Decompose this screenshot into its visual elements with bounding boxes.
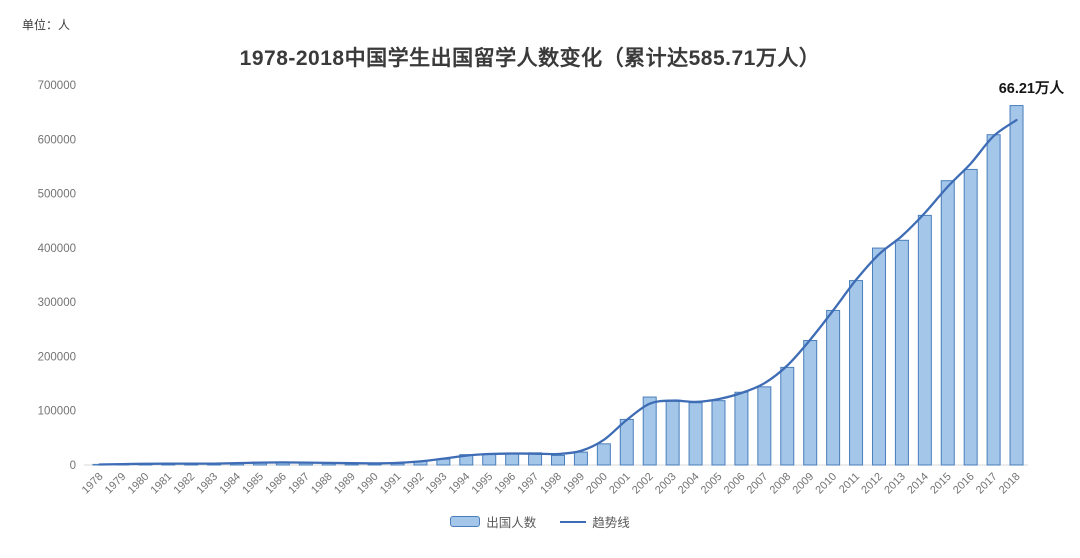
bar-2009 [803, 340, 818, 466]
x-tick-label: 1980 [126, 471, 152, 497]
x-tick-label: 2000 [584, 471, 610, 497]
bar-2014 [917, 214, 932, 466]
x-tick-label: 2013 [882, 471, 908, 497]
bar-2008 [780, 366, 795, 466]
bar-2016 [963, 168, 978, 466]
bar-2012 [871, 247, 886, 466]
x-tick-label: 2009 [791, 471, 817, 497]
legend-bar-label: 出国人数 [486, 516, 537, 530]
x-tick-label: 1999 [561, 471, 587, 497]
y-tick-label: 300000 [38, 297, 76, 309]
bar-1999 [573, 451, 588, 466]
bar-2013 [894, 239, 909, 466]
x-tick-label: 1981 [149, 471, 175, 497]
x-tick-label: 1996 [492, 471, 518, 497]
bar-2002 [642, 396, 657, 466]
trend-line [98, 118, 1018, 466]
x-tick-label: 1982 [171, 471, 197, 497]
x-tick-label: 1991 [378, 471, 404, 497]
x-tick-label: 2008 [768, 471, 794, 497]
x-tick-label: 1993 [424, 471, 450, 497]
bar-2006 [734, 391, 749, 466]
x-tick-label: 2007 [745, 471, 771, 497]
x-tick-label: 2018 [997, 471, 1023, 497]
x-tick-label: 1994 [447, 471, 473, 497]
x-tick-label: 2011 [837, 471, 862, 496]
x-tick-label: 1989 [332, 471, 358, 497]
bar-2015 [940, 180, 955, 466]
x-tick-label: 2016 [951, 471, 977, 497]
x-tick-label: 2003 [653, 471, 679, 497]
chart-title: 1978-2018中国学生出国留学人数变化（累计达585.71万人） [239, 47, 821, 70]
x-tick-label: 1984 [217, 471, 243, 497]
bar-2010 [826, 309, 841, 466]
x-tick-label: 2015 [928, 471, 954, 497]
bar-2004 [688, 402, 703, 466]
y-tick-label: 500000 [38, 189, 76, 201]
legend-bar-swatch [450, 516, 481, 527]
x-tick-label: 1985 [240, 471, 266, 497]
x-tick-label: 1987 [286, 471, 312, 497]
bar-1996 [505, 453, 520, 466]
x-tick-label: 2005 [699, 471, 725, 497]
legend: 出国人数 趋势线 [0, 512, 1080, 531]
legend-line-label: 趋势线 [592, 516, 630, 530]
x-tick-label: 1988 [309, 471, 335, 497]
y-tick-label: 700000 [38, 80, 76, 92]
x-tick-label: 2004 [676, 471, 702, 497]
x-tick-label: 2006 [722, 471, 748, 497]
x-tick-label: 2017 [974, 471, 1000, 497]
legend-line-swatch [560, 520, 587, 523]
x-tick-label: 1998 [538, 471, 564, 497]
x-tick-label: 2002 [630, 471, 656, 497]
x-tick-label: 2012 [859, 471, 885, 497]
x-tick-label: 1990 [355, 471, 381, 497]
x-tick-label: 1979 [103, 471, 129, 497]
x-tick-label: 2001 [607, 471, 633, 497]
x-tick-label: 1978 [80, 471, 106, 497]
x-tick-label: 1983 [194, 471, 220, 497]
bar-2011 [849, 280, 864, 466]
bar-1995 [482, 453, 497, 466]
peak-value-annotation: 66.21万人 [998, 81, 1064, 97]
x-tick-label: 1995 [470, 471, 496, 497]
x-tick-label: 2010 [813, 471, 839, 497]
bar-2005 [711, 400, 726, 466]
bar-1998 [551, 454, 565, 466]
x-tick-label: 2014 [905, 471, 931, 497]
bar-2000 [596, 443, 611, 466]
bar-2018 [1009, 105, 1024, 466]
y-tick-label: 200000 [38, 351, 76, 363]
x-tick-label: 1992 [401, 471, 427, 497]
bar-2001 [619, 418, 634, 466]
bar-2017 [986, 134, 1001, 466]
y-tick-label: 100000 [38, 406, 76, 418]
bar-2007 [757, 386, 772, 466]
x-tick-label: 1986 [263, 471, 289, 497]
bar-2003 [665, 400, 680, 466]
y-tick-label: 600000 [38, 134, 76, 146]
unit-label: 单位：人 [22, 18, 71, 32]
y-tick-label: 400000 [38, 243, 76, 255]
y-tick-label: 0 [70, 460, 76, 472]
x-tick-label: 1997 [515, 471, 541, 497]
